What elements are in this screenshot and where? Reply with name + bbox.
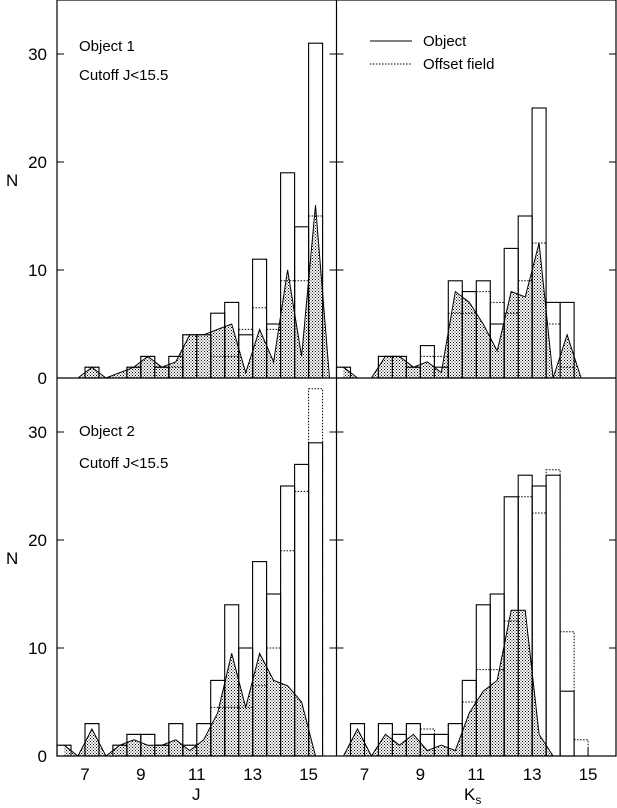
x-tick-label: 11 bbox=[188, 765, 206, 784]
legend-offset-label: Offset field bbox=[423, 56, 494, 73]
shaded-area bbox=[64, 653, 316, 756]
x-tick-label: 9 bbox=[416, 765, 425, 784]
panel-bottom-left: 0 10 20 30 7 9 11 13 15 bbox=[28, 388, 337, 784]
x-axis-label-ks: Ks bbox=[464, 785, 481, 807]
object-bar bbox=[308, 442, 324, 757]
shaded-area bbox=[78, 205, 330, 378]
shaded-area bbox=[343, 610, 554, 756]
y-axis-label-top: N bbox=[6, 171, 18, 190]
y-tick-label: 20 bbox=[28, 531, 47, 550]
y-tick-label: 30 bbox=[28, 423, 47, 442]
annotation-object-2: Object 2 bbox=[79, 423, 135, 440]
y-tick-label: 0 bbox=[38, 747, 47, 766]
x-tick-label: 15 bbox=[299, 765, 318, 784]
x-axis-label-j: J bbox=[192, 785, 201, 804]
annotation-cutoff-1: Cutoff J<15.5 bbox=[79, 67, 168, 84]
y-tick-label: 20 bbox=[28, 153, 47, 172]
object-bar bbox=[545, 474, 561, 757]
x-tick-label: 15 bbox=[579, 765, 598, 784]
object-bar bbox=[559, 690, 575, 757]
x-tick-label: 13 bbox=[523, 765, 542, 784]
offset-bar bbox=[545, 469, 561, 757]
y-tick-label: 10 bbox=[28, 639, 47, 658]
x-tick-label: 13 bbox=[243, 765, 262, 784]
annotation-object-1: Object 1 bbox=[79, 38, 135, 55]
x-tick-label: 9 bbox=[136, 765, 145, 784]
annotation-cutoff-2: Cutoff J<15.5 bbox=[79, 455, 168, 472]
legend: Object Offset field bbox=[370, 33, 494, 73]
offset-bar bbox=[308, 388, 324, 757]
panel-bottom-right: 7 9 11 13 15 bbox=[336, 431, 616, 784]
y-tick-label: 0 bbox=[38, 369, 47, 388]
x-tick-label: 11 bbox=[467, 765, 485, 784]
offset-bar bbox=[573, 739, 589, 757]
panel-top-left: 0 10 20 30 bbox=[28, 42, 337, 388]
y-tick-label: 10 bbox=[28, 261, 47, 280]
y-tick-label: 30 bbox=[28, 45, 47, 64]
legend-object-label: Object bbox=[423, 33, 467, 50]
y-axis-label-bottom: N bbox=[6, 549, 18, 568]
x-tick-label: 7 bbox=[360, 765, 369, 784]
panel-top-right bbox=[335, 53, 616, 379]
x-tick-label: 7 bbox=[80, 765, 89, 784]
offset-bar bbox=[559, 631, 575, 757]
